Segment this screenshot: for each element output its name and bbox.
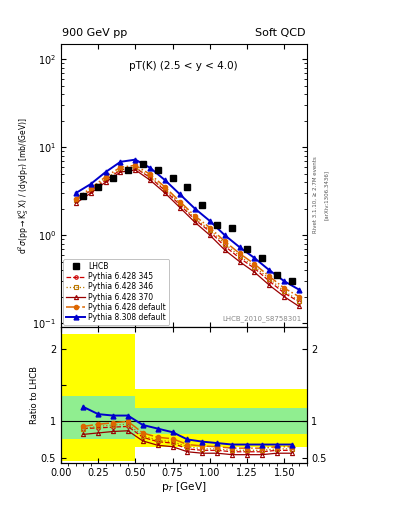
- Text: Rivet 3.1.10, ≥ 2.7M events: Rivet 3.1.10, ≥ 2.7M events: [312, 156, 318, 233]
- Text: LHCB_2010_S8758301: LHCB_2010_S8758301: [222, 315, 302, 322]
- Y-axis label: d$^2\sigma$(pp$\rightarrow$K$^0_S$ X) / (dydp$_T$) [mb/(GeV)]: d$^2\sigma$(pp$\rightarrow$K$^0_S$ X) / …: [16, 117, 31, 254]
- Text: 900 GeV pp: 900 GeV pp: [62, 28, 127, 38]
- X-axis label: p$_T$ [GeV]: p$_T$ [GeV]: [161, 480, 206, 494]
- Text: [arXiv:1306.3436]: [arXiv:1306.3436]: [324, 169, 329, 220]
- Y-axis label: Ratio to LHCB: Ratio to LHCB: [30, 366, 39, 424]
- Text: pT(K) (2.5 < y < 4.0): pT(K) (2.5 < y < 4.0): [129, 60, 238, 71]
- Legend: LHCB, Pythia 6.428 345, Pythia 6.428 346, Pythia 6.428 370, Pythia 6.428 default: LHCB, Pythia 6.428 345, Pythia 6.428 346…: [63, 259, 169, 325]
- Text: Soft QCD: Soft QCD: [255, 28, 306, 38]
